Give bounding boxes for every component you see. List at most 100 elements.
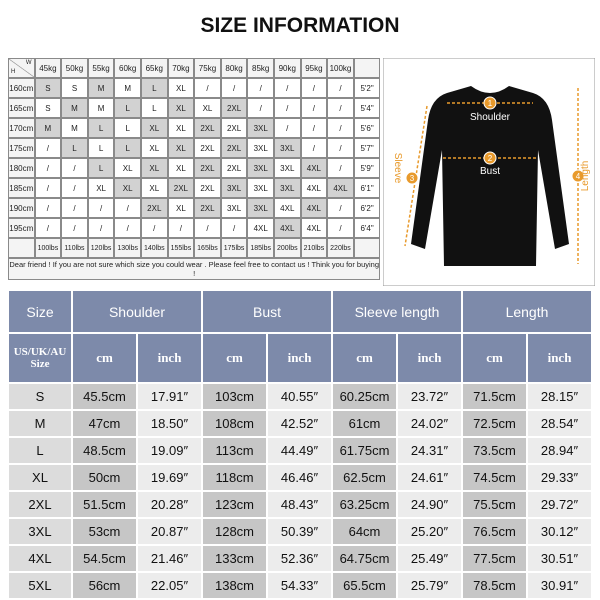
feet-cell: 6'2": [353, 198, 381, 218]
measure-value: 30.51″: [527, 545, 592, 572]
measure-value: 45.5cm: [72, 383, 137, 410]
feet-cell: 6'1": [353, 178, 381, 198]
size-cell: 3XL: [220, 198, 248, 218]
unit-cell: cm: [72, 333, 137, 383]
size-cell: /: [327, 118, 354, 138]
measure-value: 61cm: [332, 410, 397, 437]
measure-value: 77.5cm: [462, 545, 527, 572]
unit-cell: inch: [527, 333, 592, 383]
size-cell: L: [87, 138, 115, 158]
measure-value: 75.5cm: [462, 491, 527, 518]
measure-value: 44.49″: [267, 437, 332, 464]
size-cell: XL: [141, 158, 168, 178]
marker-number: 4: [576, 172, 581, 181]
size-cell: XL: [167, 98, 195, 118]
size-cell: /: [34, 218, 62, 238]
size-cell: XL: [141, 178, 168, 198]
lbs-cell: 140lbs: [141, 238, 168, 258]
height-cell: 160cm: [8, 78, 35, 98]
lbs-cell: 120lbs: [87, 238, 115, 258]
size-cell: XL: [141, 118, 168, 138]
size-cell: /: [167, 218, 195, 238]
measure-value: 28.54″: [527, 410, 592, 437]
measure-value: 61.75cm: [332, 437, 397, 464]
measure-value: 103cm: [202, 383, 267, 410]
height-cell: 190cm: [8, 198, 35, 218]
size-cell: /: [114, 198, 141, 218]
measure-value: 30.12″: [527, 518, 592, 545]
size-cell: /: [61, 158, 88, 178]
size-cell: M: [87, 98, 115, 118]
feet-cell: 5'2": [353, 78, 381, 98]
size-cell: 3XL: [247, 158, 274, 178]
weight-header: 70kg: [167, 58, 195, 78]
measure-value: 73.5cm: [462, 437, 527, 464]
size-cell: S: [61, 78, 88, 98]
measure-value: 56cm: [72, 572, 137, 599]
measure-value: 51.5cm: [72, 491, 137, 518]
measure-label: Length: [580, 161, 591, 192]
size-cell: 3XL: [220, 178, 248, 198]
unit-cell: cm: [462, 333, 527, 383]
size-cell: /: [34, 158, 62, 178]
size-cell: /: [327, 78, 354, 98]
weight-header: 75kg: [194, 58, 221, 78]
measure-label: Sleeve: [392, 153, 403, 184]
measure-value: 24.61″: [397, 464, 462, 491]
weight-header: 90kg: [274, 58, 301, 78]
size-cell: /: [247, 78, 274, 98]
size-cell: XL: [167, 198, 195, 218]
measure-value: 72.5cm: [462, 410, 527, 437]
size-cell: XL: [194, 98, 221, 118]
size-label: US/UK/AU Size: [8, 333, 72, 383]
weight-header: 80kg: [220, 58, 248, 78]
weight-header: 55kg: [87, 58, 115, 78]
lbs-cell: 220lbs: [327, 238, 354, 258]
measure-value: 24.02″: [397, 410, 462, 437]
size-cell: /: [300, 98, 328, 118]
lbs-cell: 100lbs: [34, 238, 62, 258]
measure-value: 123cm: [202, 491, 267, 518]
measure-value: 23.72″: [397, 383, 462, 410]
measure-value: 46.46″: [267, 464, 332, 491]
measure-value: 65.5cm: [332, 572, 397, 599]
page-title: SIZE INFORMATION: [200, 14, 400, 37]
marker-number: 2: [488, 154, 493, 163]
measure-value: 25.20″: [397, 518, 462, 545]
size-name: S: [8, 383, 72, 410]
weight-header: 65kg: [141, 58, 168, 78]
marker-circle: [483, 151, 497, 165]
size-cell: M: [114, 78, 141, 98]
measure-value: 47cm: [72, 410, 137, 437]
size-cell: S: [34, 78, 62, 98]
measure-value: 24.31″: [397, 437, 462, 464]
shirt-diagram: 1 Shoulder 2 Bust 3 Sleeve 4 Length: [383, 58, 595, 286]
size-cell: 2XL: [194, 138, 221, 158]
size-cell: XL: [167, 118, 195, 138]
weight-header: 85kg: [247, 58, 274, 78]
size-cell: 4XL: [274, 218, 301, 238]
measure-value: 20.87″: [137, 518, 202, 545]
height-cell: 195cm: [8, 218, 35, 238]
weight-header: 50kg: [61, 58, 88, 78]
header-cell: Sleeve length: [332, 290, 462, 333]
size-cell: /: [34, 198, 62, 218]
measure-value: 52.36″: [267, 545, 332, 572]
measure-value: 64cm: [332, 518, 397, 545]
size-name: M: [8, 410, 72, 437]
measure-value: 74.5cm: [462, 464, 527, 491]
size-cell: /: [327, 218, 354, 238]
feet-cell: 5'9": [353, 158, 381, 178]
size-cell: L: [114, 138, 141, 158]
size-cell: /: [34, 178, 62, 198]
size-name: XL: [8, 464, 72, 491]
measure-value: 53cm: [72, 518, 137, 545]
measure-value: 28.15″: [527, 383, 592, 410]
size-cell: XL: [114, 178, 141, 198]
measure-value: 28.94″: [527, 437, 592, 464]
size-name: L: [8, 437, 72, 464]
measure-value: 71.5cm: [462, 383, 527, 410]
size-cell: /: [247, 98, 274, 118]
size-cell: XL: [167, 138, 195, 158]
